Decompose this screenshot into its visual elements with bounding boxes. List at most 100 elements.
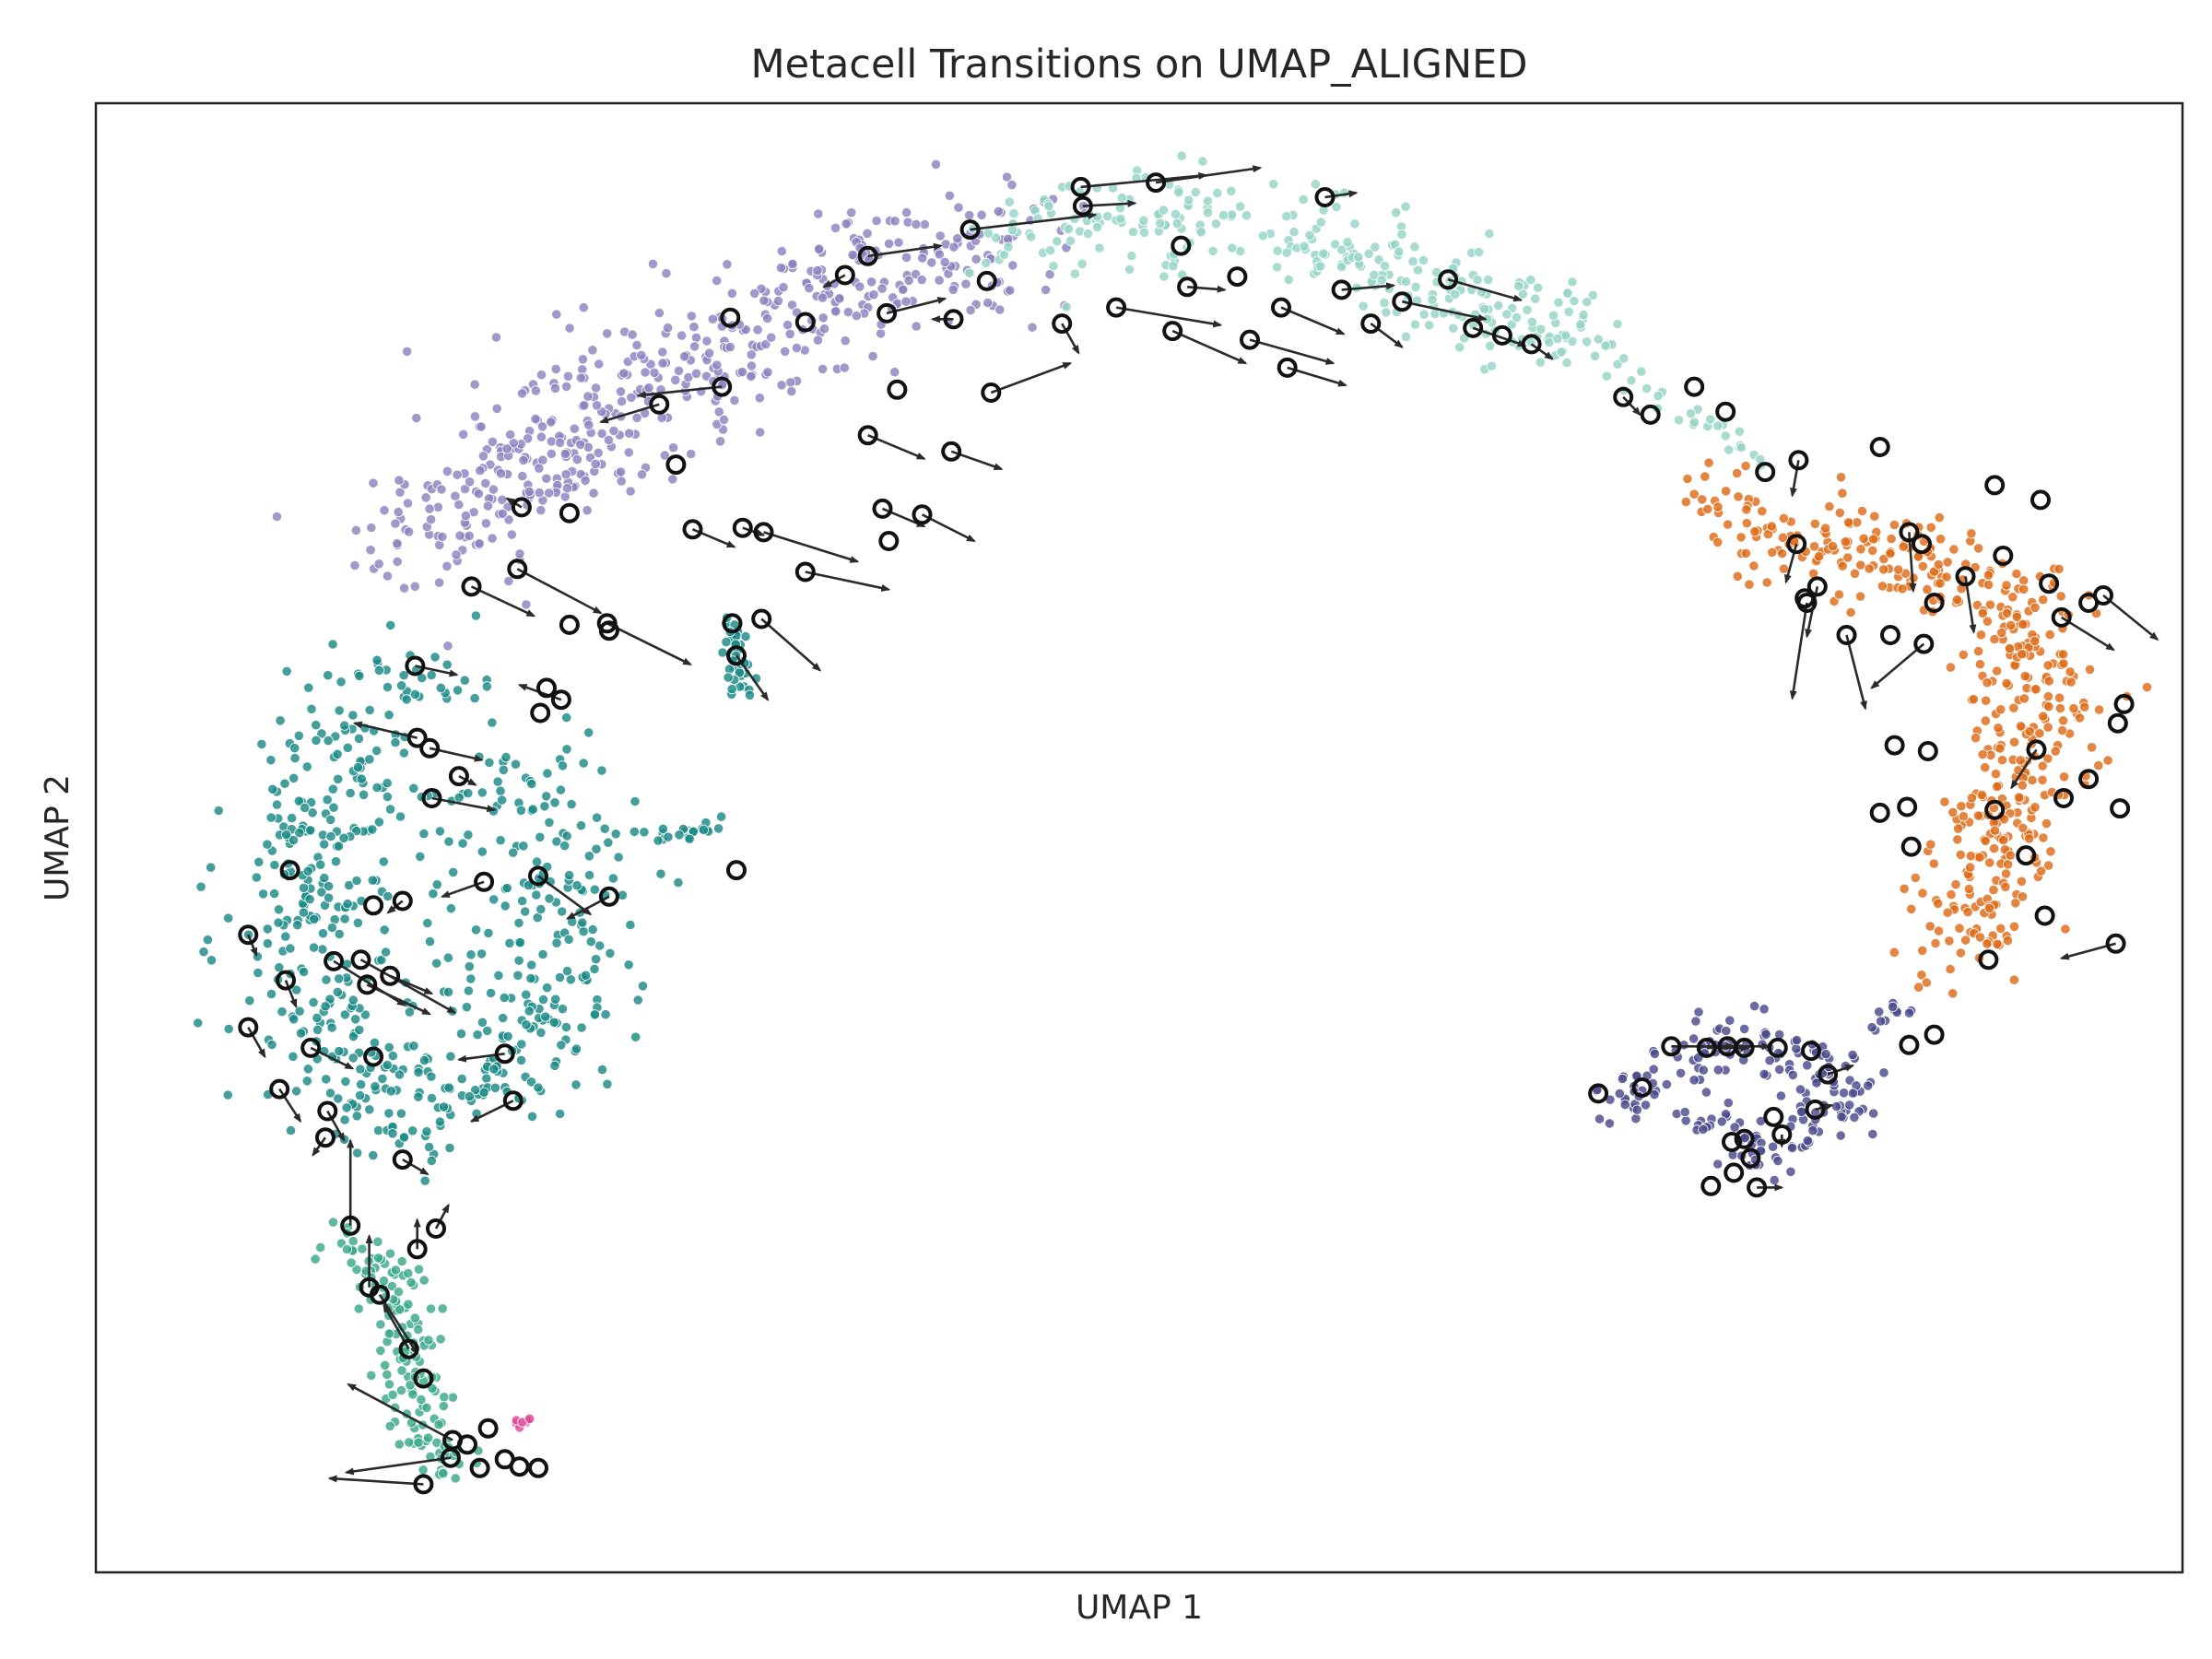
cell-point — [2024, 833, 2035, 844]
cell-point — [526, 778, 537, 790]
cell-point — [557, 760, 569, 771]
cell-point — [497, 508, 508, 519]
cell-point — [379, 924, 390, 935]
cell-point — [1855, 591, 1866, 602]
cell-point — [690, 332, 702, 343]
cell-point — [525, 973, 536, 984]
metacell-marker — [511, 497, 532, 518]
cell-point — [523, 433, 534, 444]
cell-point — [1733, 491, 1744, 502]
cell-point — [426, 1092, 438, 1104]
cell-point — [1749, 526, 1760, 537]
cell-point — [1994, 743, 2006, 754]
cell-point — [1396, 229, 1407, 240]
cell-point — [2094, 704, 2105, 715]
cell-point — [366, 522, 377, 534]
cell-point — [875, 328, 887, 339]
cell-point — [267, 783, 278, 794]
cell-point — [322, 794, 333, 806]
metacell-marker — [1899, 522, 1920, 543]
cell-point — [383, 710, 394, 721]
cell-point — [1777, 547, 1788, 559]
cell-point — [752, 324, 763, 335]
cell-point — [1268, 179, 1279, 190]
cell-point — [294, 827, 305, 839]
metacell-marker — [406, 1239, 428, 1260]
cell-point — [326, 1022, 337, 1033]
cell-point — [1847, 1050, 1858, 1061]
cell-point — [1877, 581, 1888, 592]
metacell-marker — [857, 425, 878, 446]
cell-point — [301, 1076, 312, 1087]
cell-point — [1587, 289, 1598, 300]
cell-point — [1410, 281, 1421, 292]
cell-point — [387, 1051, 398, 1062]
transition-arrow — [1287, 366, 1348, 387]
metacell-marker — [1314, 187, 1335, 207]
cell-point — [2027, 774, 2038, 786]
cell-point — [554, 1108, 566, 1120]
cell-point — [315, 859, 326, 870]
cell-point — [2084, 664, 2096, 676]
cell-point — [676, 330, 688, 341]
cell-point — [384, 1248, 396, 1259]
cell-point — [2043, 676, 2054, 687]
cell-point — [475, 465, 486, 477]
cell-point — [535, 370, 547, 381]
cell-point — [408, 782, 419, 794]
cell-point — [534, 463, 545, 474]
cell-point — [605, 947, 616, 959]
cell-point — [1741, 518, 1752, 529]
cell-point — [2001, 677, 2012, 689]
cell-point — [2038, 832, 2049, 843]
cell-point — [433, 577, 445, 588]
cell-point — [407, 1389, 418, 1400]
cell-point — [782, 319, 794, 331]
cell-point — [527, 804, 538, 815]
cell-point — [493, 970, 504, 982]
cell-point — [839, 362, 850, 373]
transition-arrow — [1870, 642, 1925, 689]
cell-point — [1732, 571, 1743, 582]
cell-point — [2036, 865, 2047, 877]
cell-point — [1547, 310, 1559, 321]
cell-point — [1116, 192, 1127, 204]
cell-point — [1619, 1100, 1630, 1111]
cell-point — [1631, 1104, 1642, 1115]
metacell-marker — [405, 655, 426, 677]
cell-point — [398, 582, 410, 594]
cell-point — [1966, 793, 1977, 804]
cell-point — [629, 826, 640, 838]
cell-point — [401, 694, 412, 705]
cell-point — [786, 385, 797, 397]
metacell-marker — [1924, 593, 1945, 613]
cell-point — [1648, 1064, 1659, 1075]
cell-point — [396, 1365, 407, 1376]
cell-point — [575, 439, 586, 450]
cell-point — [253, 967, 264, 979]
metacell-marker — [1984, 475, 2006, 496]
cell-point — [1048, 261, 1059, 272]
cell-point — [550, 994, 561, 1005]
cell-point — [561, 744, 572, 755]
cell-point — [778, 282, 789, 293]
cell-point — [953, 202, 964, 213]
cell-point — [382, 1059, 393, 1071]
cell-point — [578, 758, 589, 769]
cell-point — [330, 856, 342, 867]
cell-point — [1513, 280, 1524, 292]
metacell-marker — [1869, 437, 1890, 457]
cell-point — [298, 907, 309, 918]
cell-point — [325, 814, 336, 826]
cell-point — [275, 715, 286, 726]
cell-point — [413, 1437, 424, 1448]
cell-point — [571, 1043, 582, 1054]
cell-point — [1974, 659, 1985, 670]
cell-point — [2015, 755, 2026, 766]
cell-point — [1124, 264, 1135, 275]
cell-point — [457, 838, 468, 849]
metacell-marker — [794, 312, 816, 333]
cell-point — [1935, 534, 1947, 545]
cell-point — [424, 935, 436, 947]
cell-point — [721, 636, 732, 648]
